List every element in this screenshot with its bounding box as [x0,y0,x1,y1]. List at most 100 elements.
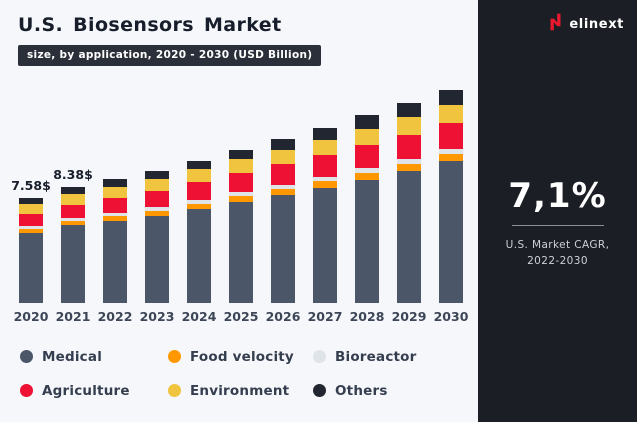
year-label-2030: 2030 [433,308,469,324]
segment-others [439,90,463,106]
segment-bioreactor [271,184,295,189]
segment-agriculture [313,155,337,177]
bar-2024 [187,160,211,303]
segment-medical [229,202,253,303]
segment-others [229,149,253,160]
segment-food-velocity [145,210,169,216]
bar-stack-2020: 7.58$ [11,178,51,303]
bar-stack-2025 [229,149,253,303]
segment-medical [145,215,169,303]
segment-medical [103,221,127,303]
bar-stack-2026 [271,138,295,303]
bar-stack-2028 [355,115,379,303]
legend-item-environment: Environment [168,383,313,399]
segment-food-velocity [103,216,127,222]
bar-2025 [229,149,253,303]
bar-2027 [313,127,337,303]
legend-label-medical: Medical [42,348,103,365]
segment-medical [439,161,463,303]
segment-agriculture [145,191,169,208]
legend-item-medical: Medical [20,349,168,365]
year-label-2027: 2027 [307,308,343,324]
segment-medical [313,187,337,303]
segment-food-velocity [19,228,43,234]
segment-food-velocity [397,164,421,171]
segment-agriculture [229,173,253,193]
cagr-label-line2: 2022-2030 [527,255,588,268]
segment-environment [355,128,379,146]
year-label-2020: 2020 [13,308,49,324]
segment-bioreactor [355,168,379,173]
bar-stack-2030 [439,90,463,303]
segment-agriculture [187,182,211,200]
segment-others [187,160,211,170]
segment-medical [271,194,295,303]
segment-bioreactor [439,149,463,154]
segment-bioreactor [61,217,85,222]
subtitle-badge: size, by application, 2020 - 2030 (USD B… [18,44,322,66]
segment-agriculture [103,198,127,213]
logo-text: elinext [569,16,624,32]
years-row: 2020 2021 2022 2023 2024 2025 2026 2027 2028 2029… [13,308,469,324]
legend: Medical Food velocity Bioreactor Agricultur… [20,349,466,399]
legend-label-environment: Environment [190,382,290,399]
segment-others [355,115,379,129]
legend-dot-agriculture [20,384,33,398]
legend-label-food-velocity: Food velocity [190,348,294,365]
segment-bioreactor [229,192,253,197]
elinext-logo-icon [548,13,563,35]
bar-2029 [397,102,421,303]
segment-environment [229,159,253,174]
segment-others [271,138,295,150]
year-label-2025: 2025 [223,308,259,324]
segment-food-velocity [355,172,379,180]
segment-environment [313,139,337,156]
segment-others [61,187,85,194]
bar-stack-2023 [145,171,169,303]
year-label-2021: 2021 [55,308,91,324]
chart-panel: U.S. Biosensors Market size, by applicat… [0,0,478,422]
segment-agriculture [19,213,43,226]
segment-food-velocity [229,196,253,203]
legend-label-others: Others [335,382,388,399]
segment-agriculture [271,164,295,185]
cagr-block: 7,1% U.S. Market CAGR, 2022-2030 [478,176,637,270]
year-label-2029: 2029 [391,308,427,324]
segment-agriculture [61,204,85,218]
segment-others [19,198,43,204]
bar-value-label-2021: 8.38$ [53,167,93,183]
bar-2026 [271,138,295,303]
segment-environment [187,169,211,183]
legend-item-others: Others [313,383,466,399]
segment-bioreactor [103,212,127,217]
legend-label-bioreactor: Bioreactor [335,348,417,365]
year-label-2026: 2026 [265,308,301,324]
sidebar: elinext 7,1% U.S. Market CAGR, 2022-2030 [478,0,637,422]
cagr-label-line1: U.S. Market CAGR, [505,239,610,251]
bar-stack-2022 [103,179,127,303]
segment-bioreactor [313,176,337,182]
segment-medical [397,171,421,303]
segment-medical [355,179,379,303]
segment-food-velocity [313,181,337,188]
segment-agriculture [355,145,379,169]
segment-environment [19,203,43,214]
legend-dot-food-velocity [168,350,181,364]
legend-dot-medical [20,350,33,364]
segment-environment [271,149,295,165]
bar-2023 [145,171,169,303]
segment-environment [439,105,463,124]
segment-food-velocity [187,203,211,210]
year-label-2024: 2024 [181,308,217,324]
segment-others [397,102,421,118]
segment-others [145,171,169,179]
bar-2028 [355,115,379,303]
bar-value-label-2020: 7.58$ [11,178,51,194]
year-label-2023: 2023 [139,308,175,324]
page-title: U.S. Biosensors Market [18,14,282,36]
segment-medical [187,209,211,303]
cagr-divider [511,225,604,226]
bar-stack-2021: 8.38$ [53,167,93,303]
legend-dot-bioreactor [313,350,326,364]
legend-item-food-velocity: Food velocity [168,349,313,365]
